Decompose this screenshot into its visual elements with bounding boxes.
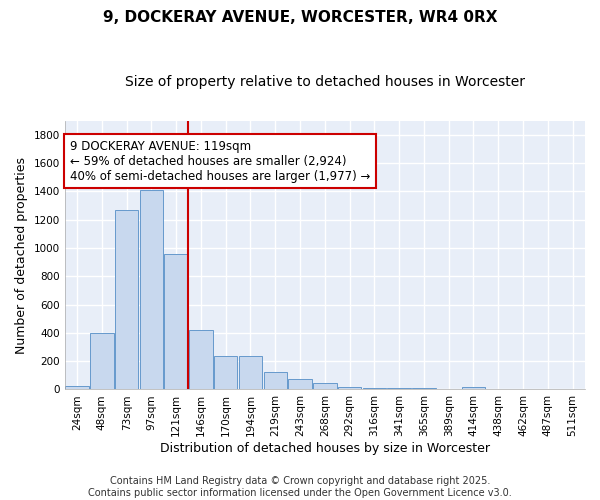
X-axis label: Distribution of detached houses by size in Worcester: Distribution of detached houses by size … bbox=[160, 442, 490, 455]
Bar bbox=[462, 388, 485, 390]
Bar bbox=[65, 386, 89, 390]
Bar bbox=[437, 389, 460, 390]
Bar bbox=[388, 388, 411, 390]
Bar bbox=[140, 190, 163, 390]
Bar bbox=[263, 372, 287, 390]
Bar bbox=[189, 330, 213, 390]
Bar bbox=[561, 389, 584, 390]
Text: Contains HM Land Registry data © Crown copyright and database right 2025.
Contai: Contains HM Land Registry data © Crown c… bbox=[88, 476, 512, 498]
Bar bbox=[239, 356, 262, 390]
Bar bbox=[90, 333, 113, 390]
Bar bbox=[487, 389, 510, 390]
Bar bbox=[214, 356, 238, 390]
Y-axis label: Number of detached properties: Number of detached properties bbox=[15, 156, 28, 354]
Text: 9 DOCKERAY AVENUE: 119sqm
← 59% of detached houses are smaller (2,924)
40% of se: 9 DOCKERAY AVENUE: 119sqm ← 59% of detac… bbox=[70, 140, 370, 182]
Bar bbox=[313, 383, 337, 390]
Bar bbox=[164, 254, 188, 390]
Text: 9, DOCKERAY AVENUE, WORCESTER, WR4 0RX: 9, DOCKERAY AVENUE, WORCESTER, WR4 0RX bbox=[103, 10, 497, 25]
Bar bbox=[288, 379, 312, 390]
Bar bbox=[362, 388, 386, 390]
Bar bbox=[536, 389, 560, 390]
Bar bbox=[412, 388, 436, 390]
Title: Size of property relative to detached houses in Worcester: Size of property relative to detached ho… bbox=[125, 75, 525, 89]
Bar bbox=[338, 388, 361, 390]
Bar bbox=[511, 389, 535, 390]
Bar bbox=[115, 210, 139, 390]
